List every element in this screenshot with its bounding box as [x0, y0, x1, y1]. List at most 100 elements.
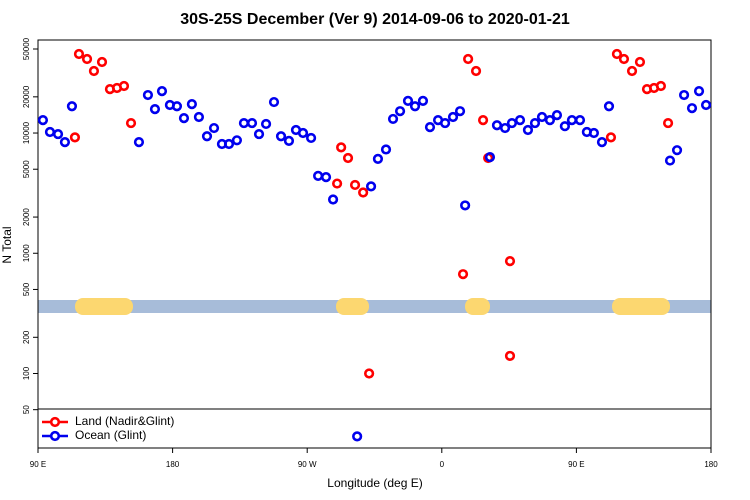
data-point	[566, 115, 578, 126]
data-point	[125, 117, 137, 129]
data-point	[671, 145, 683, 156]
x-tick-label: 90 W	[298, 460, 317, 469]
data-point	[171, 101, 183, 112]
data-point	[52, 128, 64, 140]
data-point	[118, 80, 130, 92]
data-point	[506, 117, 518, 129]
data-point	[352, 431, 363, 442]
y-tick-label: 1000	[22, 244, 31, 262]
data-point	[454, 106, 466, 117]
data-point	[417, 95, 429, 107]
x-tick-label: 90 E	[568, 460, 584, 469]
legend-label: Ocean (Glint)	[75, 428, 146, 442]
data-point	[193, 111, 205, 123]
data-point	[149, 104, 161, 115]
data-point	[96, 56, 108, 68]
data-point	[201, 131, 213, 142]
data-point	[504, 350, 516, 362]
data-point	[655, 80, 666, 92]
data-point	[37, 115, 49, 126]
data-point	[626, 65, 638, 77]
data-point	[305, 132, 317, 144]
data-point	[424, 122, 436, 133]
data-point	[439, 117, 451, 129]
data-point	[208, 122, 220, 134]
data-point	[372, 153, 384, 164]
data-point	[66, 101, 78, 112]
data-point	[559, 121, 570, 132]
data-point	[460, 200, 471, 211]
data-point	[477, 115, 489, 126]
data-point	[365, 181, 377, 192]
data-point	[268, 96, 280, 108]
y-tick-label: 50	[22, 405, 31, 414]
data-point	[142, 89, 154, 101]
data-point	[686, 103, 698, 114]
data-point	[611, 48, 623, 60]
data-point	[380, 144, 392, 155]
data-point	[297, 127, 309, 139]
data-point	[275, 131, 287, 142]
data-point	[536, 111, 548, 123]
x-tick-label: 0	[440, 460, 445, 469]
data-point	[457, 269, 469, 280]
data-point	[327, 194, 339, 205]
data-point	[223, 138, 235, 150]
land-segment	[75, 298, 133, 315]
ocean-band	[38, 300, 711, 313]
y-tick-label: 50000	[22, 37, 31, 60]
data-point	[253, 128, 265, 140]
data-point	[409, 101, 421, 112]
data-point	[88, 65, 100, 77]
y-axis-label: N Total	[0, 226, 14, 263]
data-point	[283, 135, 295, 147]
legend-marker	[49, 416, 61, 428]
data-point	[504, 256, 516, 267]
data-point	[463, 53, 474, 65]
x-tick-label: 180	[704, 460, 718, 469]
data-point	[529, 117, 541, 129]
data-point	[522, 124, 534, 136]
data-point	[551, 109, 563, 121]
x-axis-label: Longitude (deg E)	[327, 476, 422, 490]
data-point	[313, 170, 324, 181]
data-point	[73, 48, 85, 60]
land-segment	[465, 298, 490, 315]
data-point	[387, 113, 399, 125]
data-point	[402, 95, 414, 107]
data-point	[678, 89, 690, 101]
y-tick-label: 5000	[22, 160, 31, 178]
land-segment	[336, 298, 369, 315]
data-point	[364, 368, 375, 379]
data-point	[133, 137, 145, 148]
data-point	[260, 118, 272, 130]
data-point	[470, 65, 482, 77]
data-point	[332, 178, 343, 189]
data-point	[156, 86, 168, 97]
data-point	[603, 101, 615, 112]
data-point	[59, 137, 71, 148]
data-point	[544, 115, 556, 126]
chart-title: 30S-25S December (Ver 9) 2014-09-06 to 2…	[180, 11, 570, 28]
data-point	[491, 120, 503, 131]
data-point	[320, 171, 332, 183]
y-tick-label: 20000	[22, 85, 31, 108]
data-point	[514, 115, 526, 126]
y-tick-label: 10000	[22, 121, 31, 144]
plot-frame	[37, 39, 712, 449]
y-tick-label: 100	[22, 366, 31, 380]
data-point	[618, 53, 630, 65]
y-tick-label: 200	[22, 330, 31, 344]
data-point	[605, 132, 617, 143]
data-point	[238, 117, 250, 129]
data-point	[358, 187, 369, 198]
land-segment	[612, 298, 670, 315]
data-point	[394, 106, 406, 117]
y-tick-label: 2000	[22, 208, 31, 226]
data-point	[349, 179, 361, 191]
data-point	[186, 99, 197, 110]
land-mask-band	[38, 298, 711, 315]
x-tick-label: 90 E	[30, 460, 46, 469]
